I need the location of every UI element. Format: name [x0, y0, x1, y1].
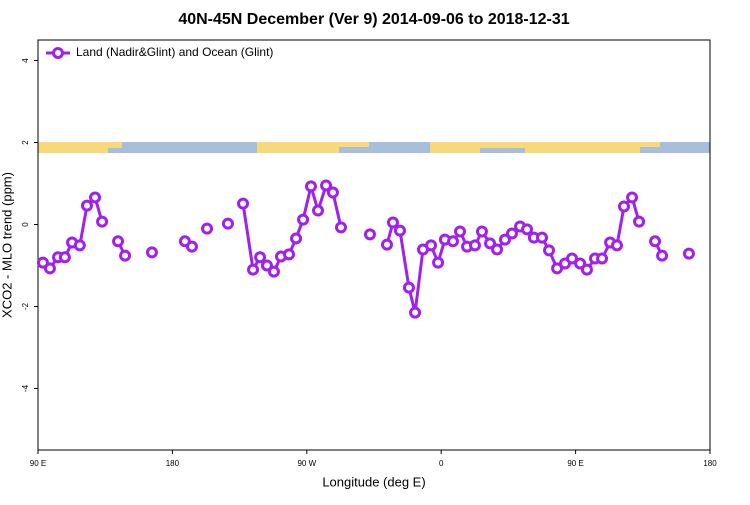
- data-point: [43, 262, 56, 275]
- data-point: [484, 237, 497, 250]
- data-point: [633, 215, 646, 228]
- data-line: [41, 194, 104, 271]
- data-point: [247, 263, 260, 276]
- x-tick-label: 180: [166, 459, 180, 468]
- land-band: [108, 142, 122, 148]
- x-tick-label: 0: [439, 459, 444, 468]
- data-point: [432, 256, 445, 269]
- data-point: [543, 244, 556, 257]
- x-tick-label: 90 W: [297, 459, 316, 468]
- data-point: [380, 238, 393, 251]
- data-point: [386, 216, 399, 229]
- x-tick-label: 90 E: [567, 459, 583, 468]
- data-point: [201, 222, 214, 235]
- y-tick-label: -4: [21, 384, 30, 392]
- data-point: [254, 251, 267, 264]
- land-band: [339, 142, 369, 147]
- y-axis-label: XCO2 - MLO trend (ppm): [0, 172, 14, 318]
- data-point: [260, 259, 273, 272]
- ocean-band: [38, 142, 710, 153]
- data-point: [610, 239, 623, 252]
- data-point: [475, 225, 488, 238]
- chart-title: 40N-45N December (Ver 9) 2014-09-06 to 2…: [178, 11, 569, 28]
- data-point: [119, 249, 132, 262]
- data-point: [596, 252, 609, 265]
- data-point: [112, 235, 125, 248]
- land-band: [430, 142, 480, 153]
- legend-item: Land (Nadir&Glint) and Ocean (Glint): [46, 45, 273, 59]
- data-point: [185, 240, 198, 253]
- data-point: [283, 248, 296, 261]
- data-point: [297, 213, 310, 226]
- data-point: [425, 239, 438, 252]
- data-point: [89, 191, 102, 204]
- data-point: [682, 247, 695, 260]
- data-point: [326, 186, 339, 199]
- data-point: [96, 215, 109, 228]
- data-point: [626, 191, 639, 204]
- land-band: [38, 142, 108, 153]
- land-ocean-band: [38, 142, 710, 153]
- data-point: [468, 239, 481, 252]
- data-point: [58, 251, 71, 264]
- land-band: [525, 142, 640, 153]
- data-point: [505, 227, 518, 240]
- x-tick-label: 180: [703, 459, 717, 468]
- land-band: [640, 142, 660, 147]
- y-tick-label: 4: [21, 58, 30, 63]
- data-point: [80, 199, 93, 212]
- data-point: [237, 197, 250, 210]
- y-tick-label: 2: [21, 140, 30, 145]
- data-point: [73, 239, 86, 252]
- data-point: [334, 221, 347, 234]
- y-tick-label: -2: [21, 302, 30, 310]
- plot-frame: [37, 39, 711, 451]
- data-point: [304, 180, 317, 193]
- legend-label: Land (Nadir&Glint) and Ocean (Glint): [76, 45, 273, 59]
- data-point: [402, 281, 415, 294]
- data-point: [290, 232, 303, 245]
- data-point: [521, 223, 534, 236]
- x-axis-label: Longitude (deg E): [322, 474, 425, 489]
- y-tick-label: 0: [21, 222, 30, 227]
- data-point: [363, 228, 376, 241]
- data-point: [221, 217, 234, 230]
- data-point: [491, 243, 504, 256]
- data-point: [617, 200, 630, 213]
- data-point: [320, 179, 333, 192]
- data-point: [446, 235, 459, 248]
- data-point: [580, 263, 593, 276]
- data-point: [498, 233, 511, 246]
- data-point: [656, 249, 669, 262]
- data-point: [574, 257, 587, 270]
- data-point: [267, 265, 280, 278]
- land-band: [257, 142, 339, 153]
- data-point: [566, 252, 579, 265]
- data-point: [454, 225, 467, 238]
- x-tick-label: 90 E: [30, 459, 46, 468]
- data-point: [312, 204, 324, 217]
- data-point: [145, 246, 158, 259]
- land-band: [480, 142, 525, 148]
- data-point: [649, 235, 662, 248]
- data-point: [393, 224, 406, 237]
- legend-marker: [52, 47, 64, 59]
- data-point: [536, 231, 548, 244]
- data-point: [409, 306, 422, 319]
